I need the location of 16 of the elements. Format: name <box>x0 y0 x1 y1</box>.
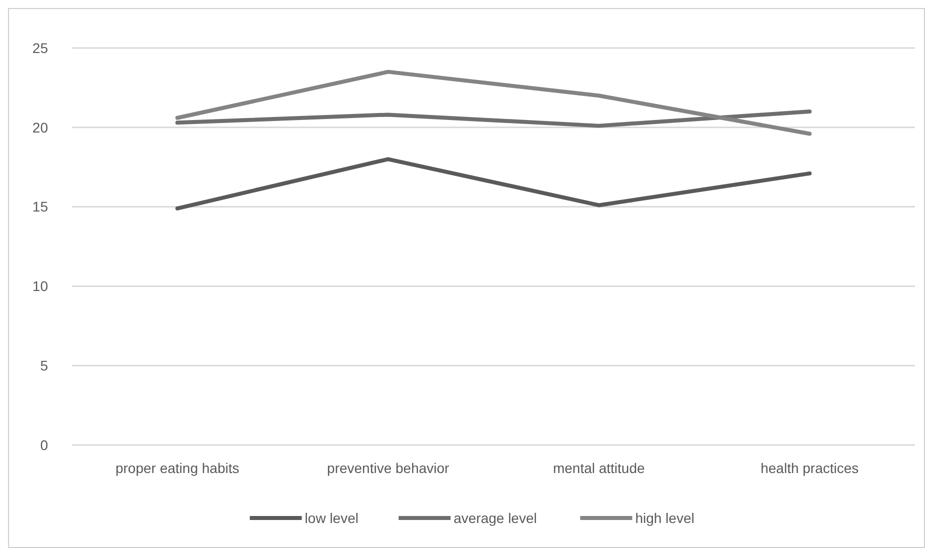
x-tick-label: proper eating habits <box>115 460 240 476</box>
y-tick-label: 15 <box>32 198 48 215</box>
legend-label: high level <box>635 510 694 526</box>
y-tick-label: 25 <box>32 40 48 56</box>
y-tick-label: 5 <box>40 358 48 374</box>
line-series <box>175 70 812 136</box>
x-tick-label: preventive behavior <box>327 460 450 476</box>
y-tick-label: 10 <box>32 278 48 294</box>
x-tick-label: health practices <box>760 460 859 476</box>
legend-label: average level <box>454 510 537 526</box>
legend-label: low level <box>304 510 359 526</box>
y-tick-label: 20 <box>32 119 48 136</box>
line-series <box>175 157 812 210</box>
line-series <box>175 110 812 128</box>
x-tick-label: mental attitude <box>552 460 645 476</box>
y-tick-label: 0 <box>40 436 48 453</box>
